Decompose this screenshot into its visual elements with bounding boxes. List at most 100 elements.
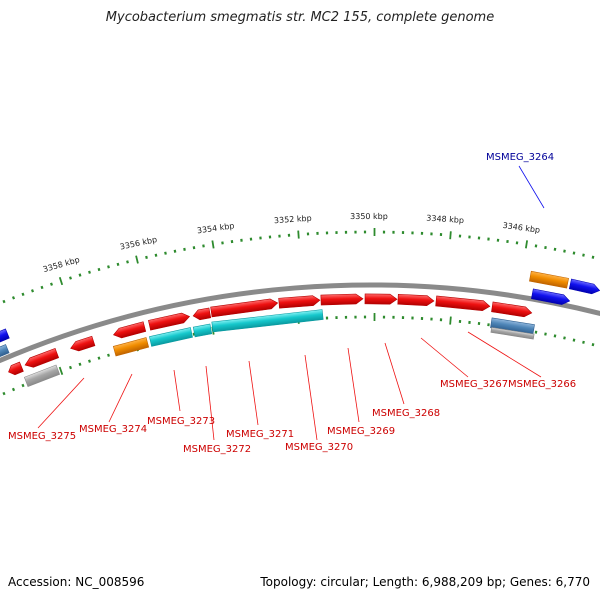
callout-line xyxy=(173,369,181,412)
inner-gene-cyan xyxy=(149,327,193,347)
scale-tick-label: 3350 kbp xyxy=(350,212,388,221)
gene-label: MSMEG_3275 xyxy=(8,431,76,442)
outer-minor-tick xyxy=(21,292,25,296)
outer-minor-tick xyxy=(477,236,481,240)
inner-minor-tick xyxy=(582,340,585,344)
accession-text: Accession: NC_008596 xyxy=(8,575,145,589)
outer-minor-tick xyxy=(392,230,395,234)
inner-minor-tick xyxy=(468,320,471,324)
inner-minor-tick xyxy=(88,359,91,363)
outer-minor-tick xyxy=(553,247,557,251)
inner-minor-tick xyxy=(344,315,348,319)
outer-minor-tick xyxy=(335,231,338,234)
callout-line xyxy=(467,331,542,378)
outer-minor-tick xyxy=(496,238,500,242)
outer-minor-tick xyxy=(173,249,177,253)
inner-gene-red xyxy=(210,298,279,318)
inner-major-tick xyxy=(58,366,64,375)
outer-minor-tick xyxy=(458,234,462,238)
scale-tick-label: 3346 kbp xyxy=(502,221,541,235)
inner-minor-tick xyxy=(354,315,357,319)
outer-minor-tick xyxy=(354,230,357,234)
scale-tick-label: 3356 kbp xyxy=(119,235,158,252)
inner-minor-tick xyxy=(11,387,16,392)
gene-label: MSMEG_3269 xyxy=(327,426,395,437)
inner-minor-tick xyxy=(382,315,386,319)
outer-minor-tick xyxy=(382,230,386,234)
inner-minor-tick xyxy=(69,365,72,370)
inner-gene-gray xyxy=(23,364,61,387)
outer-minor-tick xyxy=(183,247,186,251)
inner-minor-tick xyxy=(544,332,547,336)
inner-minor-tick xyxy=(572,338,576,342)
outer-minor-tick xyxy=(240,238,243,242)
outer-minor-tick xyxy=(306,232,310,236)
gene-label: MSMEG_3270 xyxy=(285,442,353,453)
outer-minor-tick xyxy=(116,262,120,266)
outer-gene-blue xyxy=(531,288,571,305)
outer-minor-tick xyxy=(78,273,82,277)
outer-minor-tick xyxy=(487,237,490,241)
outer-minor-tick xyxy=(126,260,129,264)
outer-minor-tick xyxy=(259,236,262,240)
callout-line xyxy=(420,337,469,378)
inner-gene-red xyxy=(113,321,147,339)
outer-minor-tick xyxy=(145,255,148,259)
outer-minor-tick xyxy=(420,231,424,235)
inner-gene-red xyxy=(364,293,398,305)
inner-minor-tick xyxy=(430,317,433,321)
outer-major-tick xyxy=(373,228,376,237)
inner-minor-tick xyxy=(21,383,25,388)
callout-line xyxy=(248,360,259,426)
outer-minor-tick xyxy=(40,285,44,290)
inner-minor-tick xyxy=(411,316,414,320)
gene-label: MSMEG_3267 xyxy=(440,379,508,390)
outer-minor-tick xyxy=(30,289,35,293)
inner-minor-tick xyxy=(563,336,566,340)
inner-gene-cyan xyxy=(211,309,324,333)
outer-minor-tick xyxy=(107,265,110,269)
outer-minor-tick xyxy=(411,231,414,235)
inner-minor-tick xyxy=(420,317,424,320)
genome-backbone xyxy=(0,282,600,364)
outer-major-tick xyxy=(297,230,300,239)
outer-minor-tick xyxy=(268,235,272,239)
outer-gene-steel xyxy=(0,344,10,360)
outer-minor-tick xyxy=(506,239,509,244)
inner-gene-red xyxy=(491,301,533,318)
outer-minor-tick xyxy=(515,241,519,245)
outer-minor-tick xyxy=(430,232,433,236)
callout-line xyxy=(108,373,133,423)
outer-minor-tick xyxy=(164,251,167,255)
inner-gene-red xyxy=(435,295,491,311)
scale-tick-label: 3358 kbp xyxy=(42,255,81,274)
outer-minor-tick xyxy=(572,251,576,255)
outer-major-tick xyxy=(524,240,529,249)
scale-tick-label: 3352 kbp xyxy=(274,214,312,226)
inner-minor-tick xyxy=(78,362,82,366)
gene-label: MSMEG_3272 xyxy=(183,444,251,455)
gene-label: MSMEG_3274 xyxy=(79,424,147,435)
map-title: Mycobacterium smegmatis str. MC2 155, co… xyxy=(105,10,495,25)
inner-major-tick xyxy=(373,313,376,322)
gene-label: MSMEG_3273 xyxy=(147,416,215,427)
outer-major-tick xyxy=(211,240,215,249)
outer-minor-tick xyxy=(582,253,585,257)
inner-major-tick xyxy=(449,316,452,325)
outer-minor-tick xyxy=(363,230,367,234)
outer-minor-tick xyxy=(202,244,205,248)
inner-minor-tick xyxy=(107,353,110,357)
outer-gene-blue xyxy=(568,278,600,295)
outer-minor-tick xyxy=(278,234,281,238)
outer-gene-blue xyxy=(0,328,10,343)
outer-minor-tick xyxy=(221,241,224,245)
inner-gene-red xyxy=(278,295,321,309)
inner-minor-tick xyxy=(477,322,481,326)
gene-label: MSMEG_3264 xyxy=(486,152,554,163)
gene-label: MSMEG_3268 xyxy=(372,408,440,419)
inner-minor-tick xyxy=(534,330,538,334)
outer-gene-orange xyxy=(529,270,569,289)
outer-minor-tick xyxy=(97,267,101,272)
callout-line xyxy=(347,347,360,423)
